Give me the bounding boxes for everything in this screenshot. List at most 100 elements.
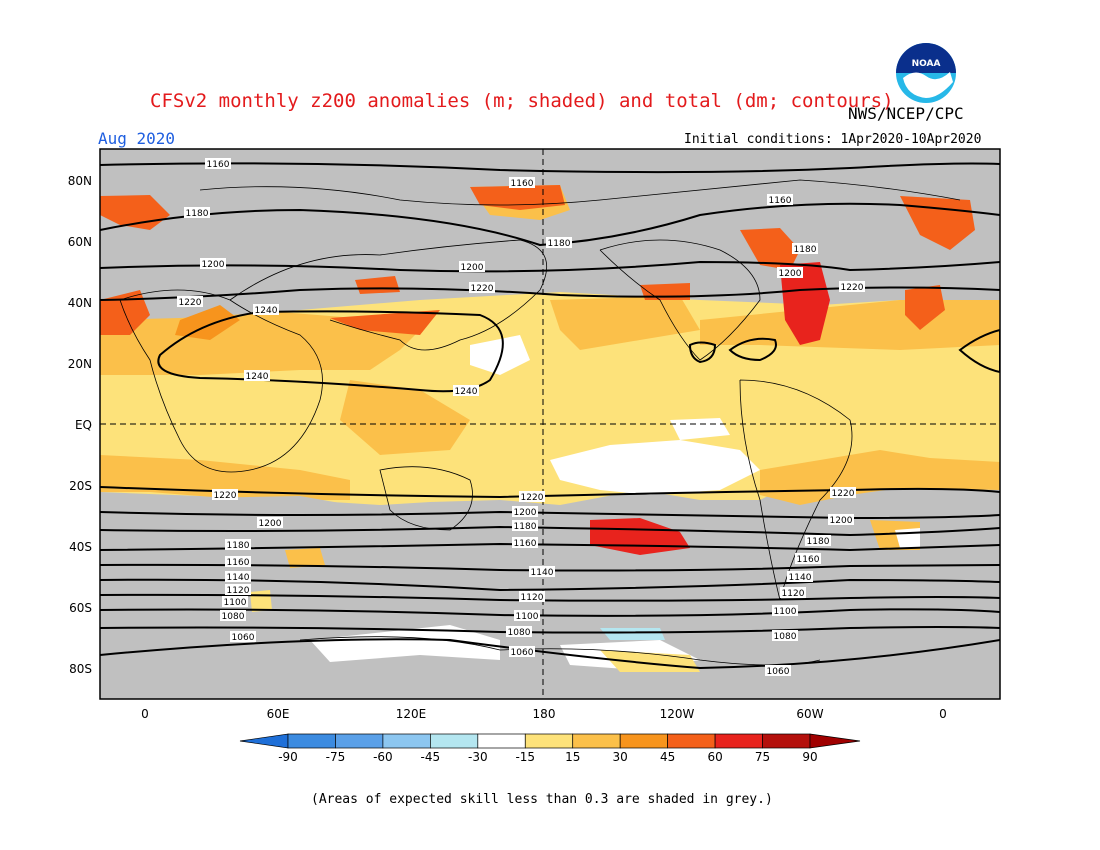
contour-label-bg <box>230 631 256 642</box>
anomaly-region <box>340 380 470 455</box>
contour-label: 1200 <box>259 519 282 529</box>
contour-label-bg <box>453 385 479 396</box>
contour-line <box>958 328 1000 374</box>
colorbar-tick-label: 60 <box>707 750 722 764</box>
contour-label-bg <box>205 158 231 169</box>
contour-label: 1180 <box>514 522 537 532</box>
contour-label-bg <box>225 556 251 567</box>
contour-label: 1160 <box>207 160 230 170</box>
coastline <box>379 466 473 531</box>
anomaly-region <box>470 335 530 375</box>
contour-label-bg <box>512 537 538 548</box>
colorbar-segment <box>524 733 574 749</box>
anomaly-shading <box>100 185 1000 672</box>
contour-line <box>688 341 717 364</box>
contour-label: 1220 <box>179 298 202 308</box>
anomaly-region <box>780 262 830 345</box>
lat-tick-label: 60S <box>69 601 92 615</box>
contour-label-bg <box>220 610 246 621</box>
colorbar-tick-label: 45 <box>660 750 675 764</box>
contour-label: 1240 <box>455 387 478 397</box>
colorbar-segment <box>287 733 336 749</box>
contour-line <box>100 486 1000 499</box>
contour-label-bg <box>222 596 248 607</box>
colorbar: -90 -75 -60 -45 -30 -15 15 30 45 60 75 90 <box>239 733 861 764</box>
lat-tick-label: 60N <box>68 235 92 249</box>
coastline <box>299 636 821 666</box>
contour-label: 1060 <box>232 633 255 643</box>
contour-label: 1240 <box>255 306 278 316</box>
colorbar-segment <box>762 733 811 749</box>
lon-tick-label: 60W <box>796 707 823 721</box>
contour-label-group: 1160 1180 1200 1220 1240 1240 1240 1220 1200 1180… <box>177 158 865 677</box>
contour-line <box>100 202 1000 247</box>
coastline <box>739 379 853 601</box>
lon-tick-label: 0 <box>141 707 149 721</box>
colorbar-tick-label: 90 <box>802 750 817 764</box>
noaa-logo-icon: NOAA <box>896 43 956 103</box>
contour-label-bg <box>780 587 806 598</box>
contour-label-bg <box>805 535 831 546</box>
coastline <box>599 239 761 361</box>
contour-label: 1100 <box>774 607 797 617</box>
colorbar-tick-label: -45 <box>421 750 441 764</box>
contour-label-bg <box>244 370 270 381</box>
contour-line <box>100 608 1000 617</box>
colorbar-segment <box>619 733 668 749</box>
anomaly-region <box>905 285 945 330</box>
contour-label: 1060 <box>767 667 790 677</box>
contour-label-bg <box>777 267 803 278</box>
lon-tick-label: 180 <box>533 707 556 721</box>
contour-label-bg <box>830 487 856 498</box>
anomaly-region <box>100 496 420 545</box>
anomaly-region <box>250 590 272 612</box>
coastline <box>229 239 548 351</box>
anomaly-region <box>550 440 760 495</box>
coastlines <box>119 179 961 666</box>
agency-label: NWS/NCEP/CPC <box>848 104 964 123</box>
contour-label-bg <box>253 304 279 315</box>
contour-label: 1100 <box>516 612 539 622</box>
contour-label: 1120 <box>782 589 805 599</box>
contour-label: 1220 <box>841 283 864 293</box>
lat-tick-label: 20S <box>69 479 92 493</box>
contour-label-bg <box>225 571 251 582</box>
contour-label: 1160 <box>514 539 537 549</box>
contour-label: 1200 <box>514 508 537 518</box>
contour-label: 1080 <box>222 612 245 622</box>
contour-label: 1200 <box>202 260 225 270</box>
contour-label-bg <box>200 258 226 269</box>
anomaly-region <box>175 305 240 340</box>
contour-line <box>100 525 1000 537</box>
contour-label-bg <box>512 520 538 531</box>
forecast-month: Aug 2020 <box>98 129 176 148</box>
contour-label: 1060 <box>511 648 534 658</box>
colorbar-segment <box>430 733 479 749</box>
contour-label: 1200 <box>461 263 484 273</box>
contour-label: 1180 <box>794 245 817 255</box>
colorbar-segment <box>572 733 621 749</box>
contour-label-bg <box>772 605 798 616</box>
contour-label: 1220 <box>521 493 544 503</box>
contour-label: 1140 <box>227 573 250 583</box>
colorbar-tick-label: -75 <box>326 750 346 764</box>
anomaly-region <box>355 276 400 294</box>
contour-label-bg <box>184 207 210 218</box>
contour-label-bg <box>225 539 251 550</box>
colorbar-segment <box>714 733 763 749</box>
contour-label: 1120 <box>227 586 250 596</box>
contour-label-bg <box>765 665 791 676</box>
skill-footnote: (Areas of expected skill less than 0.3 a… <box>311 792 773 807</box>
colorbar-tick-label: 30 <box>613 750 628 764</box>
anomaly-region <box>285 548 325 568</box>
contour-label-bg <box>546 237 572 248</box>
contour-label-bg <box>529 566 555 577</box>
colorbar-segment <box>335 733 384 749</box>
contour-label: 1180 <box>548 239 571 249</box>
contour-label: 1140 <box>789 573 812 583</box>
colorbar-min-arrow <box>239 733 289 749</box>
contour-label: 1160 <box>227 558 250 568</box>
contour-label-bg <box>514 610 540 621</box>
contour-label: 1200 <box>830 516 853 526</box>
initial-conditions: Initial conditions: 1Apr2020-10Apr2020 <box>684 132 982 147</box>
